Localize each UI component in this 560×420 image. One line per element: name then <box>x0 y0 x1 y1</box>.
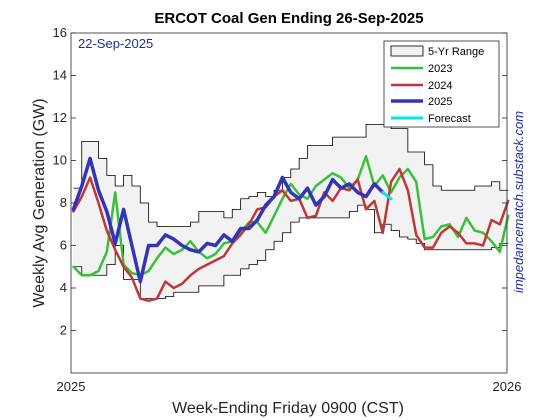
legend-entry-2024: 2024 <box>391 80 452 92</box>
five-year-range-upper <box>73 123 509 227</box>
series-layer <box>71 155 510 303</box>
legend-entry-2025: 2025 <box>391 96 452 108</box>
legend-label-2025: 2025 <box>428 96 452 108</box>
legend-entry-2023: 2023 <box>391 63 452 75</box>
y-tick-label-2: 2 <box>60 323 67 338</box>
x-tick-label-2025: 2025 <box>57 379 86 394</box>
legend-label-2023: 2023 <box>428 63 452 75</box>
date-stamp: 22-Sep-2025 <box>78 36 153 51</box>
legend-entry-forecast: Forecast <box>391 113 471 125</box>
series-line-2024 <box>72 167 510 303</box>
series-line-forecast <box>381 190 393 201</box>
y-tick-label-6: 6 <box>60 238 67 253</box>
substack-watermark: impedancematch.substack.com <box>511 111 526 293</box>
y-tick-label-4: 4 <box>60 280 67 295</box>
legend-swatch-range <box>390 45 424 57</box>
y-axis: 2 4 6 8 10 12 14 16 <box>53 25 507 338</box>
x-tick-label-2026: 2026 <box>493 379 522 394</box>
series-line-2023 <box>72 155 510 277</box>
y-tick-label-10: 10 <box>53 153 67 168</box>
legend-label-range: 5-Yr Range <box>428 46 484 58</box>
legend: 5-Yr Range 2023 2024 2025 Forecast <box>383 40 500 128</box>
y-tick-label-8: 8 <box>60 195 67 210</box>
y-tick-label-14: 14 <box>53 68 67 83</box>
series-line-2025 <box>71 156 385 284</box>
chart-title: ERCOT Coal Gen Ending 26-Sep-2025 <box>154 10 423 27</box>
x-axis-label: Week-Ending Friday 0900 (CST) <box>172 400 404 417</box>
x-axis: 2025 2026 <box>57 379 522 394</box>
legend-label-2024: 2024 <box>428 80 452 92</box>
y-axis-label: Weekly Avg Generation (GW) <box>31 98 48 307</box>
y-tick-label-12: 12 <box>53 110 67 125</box>
y-tick-label-16: 16 <box>53 25 67 40</box>
legend-label-forecast: Forecast <box>428 113 471 125</box>
legend-entry-range: 5-Yr Range <box>390 45 484 58</box>
